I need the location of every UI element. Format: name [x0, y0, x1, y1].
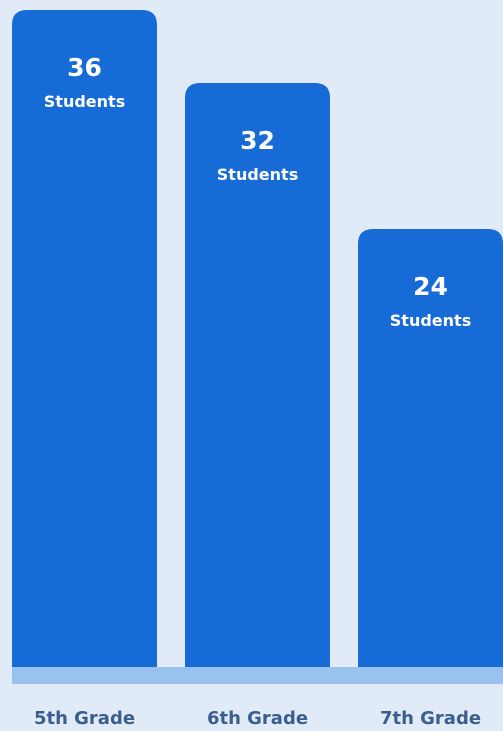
bar-value-label: 32 — [240, 126, 275, 155]
bar-value-label: 24 — [413, 272, 448, 301]
bar-1 — [12, 10, 157, 667]
category-label: 7th Grade — [380, 708, 481, 727]
category-label: 6th Grade — [207, 708, 308, 727]
bar-unit-label: Students — [217, 165, 298, 184]
chart-baseline — [12, 667, 503, 684]
bar-unit-label: Students — [44, 92, 125, 111]
bars-layer: 36 Students 5th Grade 32 Students 6th Grade 24… — [12, 10, 503, 729]
bar-value-label: 36 — [67, 53, 102, 82]
bar-3 — [358, 229, 503, 667]
category-label: 5th Grade — [34, 708, 135, 727]
bar-unit-label: Students — [390, 311, 471, 330]
bar-2 — [185, 83, 330, 667]
